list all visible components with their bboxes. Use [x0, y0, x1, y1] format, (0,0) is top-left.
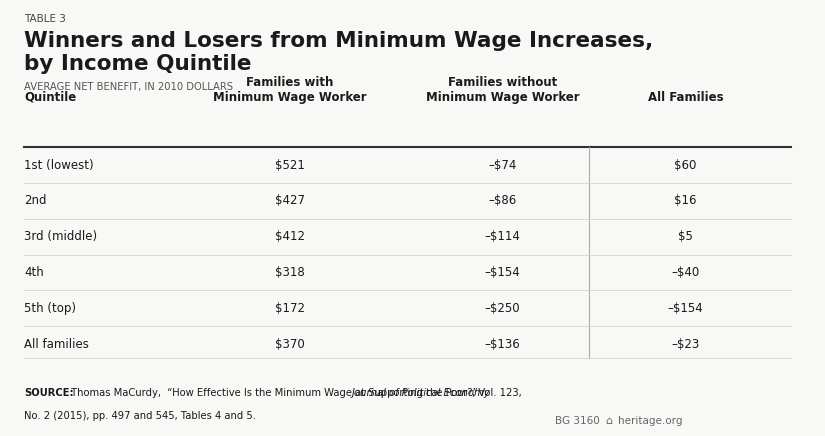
Text: Winners and Losers from Minimum Wage Increases,: Winners and Losers from Minimum Wage Inc…	[25, 31, 653, 51]
Text: $521: $521	[275, 159, 304, 172]
Text: 3rd (middle): 3rd (middle)	[25, 230, 97, 243]
Text: $412: $412	[275, 230, 304, 243]
Text: TABLE 3: TABLE 3	[25, 14, 66, 24]
Text: All Families: All Families	[648, 91, 724, 104]
Text: Thomas MaCurdy,  “How Effective Is the Minimum Wage at Supporting the Poor?”: Thomas MaCurdy, “How Effective Is the Mi…	[68, 388, 481, 398]
Text: –$250: –$250	[485, 302, 521, 315]
Text: $318: $318	[275, 266, 304, 279]
Text: –$136: –$136	[485, 337, 521, 351]
Text: Journal of Political Economy: Journal of Political Economy	[351, 388, 490, 398]
Text: –$154: –$154	[667, 302, 703, 315]
Text: –$86: –$86	[488, 194, 516, 208]
Text: –$23: –$23	[672, 337, 700, 351]
Text: BG 3160: BG 3160	[555, 416, 600, 426]
Text: $427: $427	[275, 194, 304, 208]
Text: by Income Quintile: by Income Quintile	[25, 54, 252, 74]
Text: No. 2 (2015), pp. 497 and 545, Tables 4 and 5.: No. 2 (2015), pp. 497 and 545, Tables 4 …	[25, 411, 257, 421]
Text: , Vol. 123,: , Vol. 123,	[473, 388, 522, 398]
Text: –$114: –$114	[484, 230, 521, 243]
Text: Families without
Minimum Wage Worker: Families without Minimum Wage Worker	[426, 76, 579, 104]
Text: heritage.org: heritage.org	[619, 416, 683, 426]
Text: All families: All families	[25, 337, 89, 351]
Text: ⌂: ⌂	[606, 416, 612, 426]
Text: $5: $5	[678, 230, 693, 243]
Text: 2nd: 2nd	[25, 194, 47, 208]
Text: $16: $16	[674, 194, 696, 208]
Text: $172: $172	[275, 302, 304, 315]
Text: $60: $60	[674, 159, 696, 172]
Text: –$40: –$40	[672, 266, 700, 279]
Text: SOURCE:: SOURCE:	[25, 388, 74, 398]
Text: $370: $370	[275, 337, 304, 351]
Text: 1st (lowest): 1st (lowest)	[25, 159, 94, 172]
Text: –$154: –$154	[485, 266, 521, 279]
Text: Families with
Minimum Wage Worker: Families with Minimum Wage Worker	[213, 76, 366, 104]
Text: AVERAGE NET BENEFIT, IN 2010 DOLLARS: AVERAGE NET BENEFIT, IN 2010 DOLLARS	[25, 82, 233, 92]
Text: 4th: 4th	[25, 266, 45, 279]
Text: 5th (top): 5th (top)	[25, 302, 77, 315]
Text: –$74: –$74	[488, 159, 516, 172]
Text: Quintile: Quintile	[25, 91, 77, 104]
